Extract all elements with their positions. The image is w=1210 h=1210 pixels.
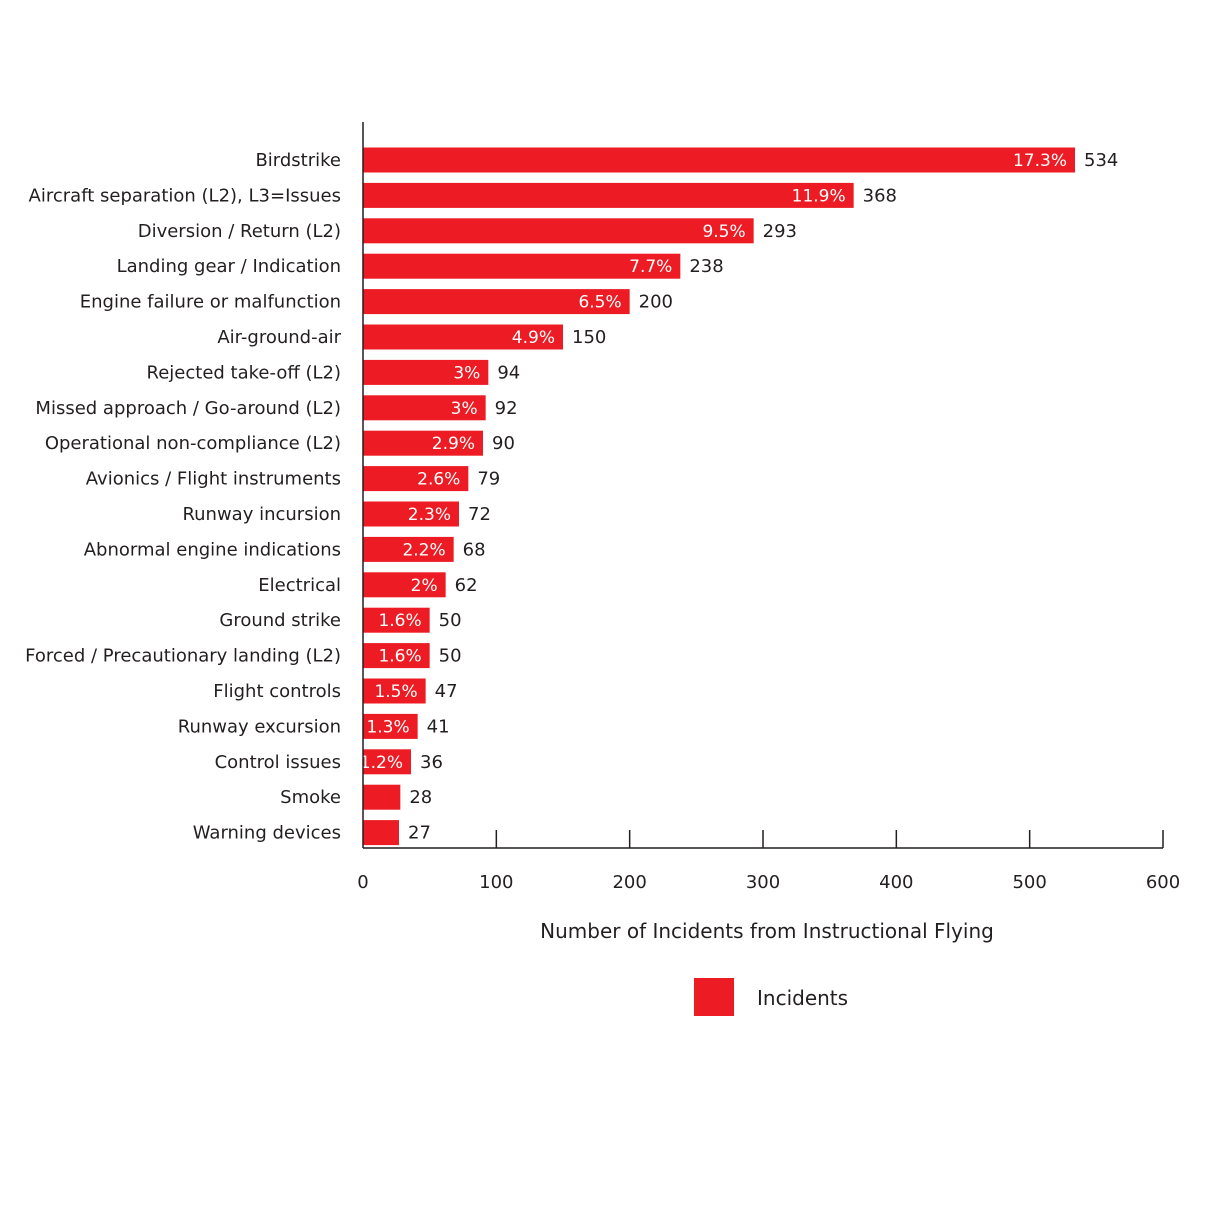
bar xyxy=(363,713,418,739)
value-label: 28 xyxy=(409,787,432,808)
category-label: Ground strike xyxy=(219,610,341,631)
legend: Incidents xyxy=(694,978,848,1016)
value-label: 72 xyxy=(468,504,491,525)
category-label: Operational non-compliance (L2) xyxy=(45,433,341,454)
legend-label: Incidents xyxy=(757,986,848,1010)
category-label: Forced / Precautionary landing (L2) xyxy=(25,646,341,667)
bar xyxy=(363,501,459,527)
percent-label: 9.5% xyxy=(702,222,745,242)
category-label: Control issues xyxy=(215,752,341,773)
percent-label: 2.6% xyxy=(417,470,460,490)
category-label: Runway incursion xyxy=(182,504,341,525)
value-label: 79 xyxy=(477,469,500,490)
percent-label: 1.6% xyxy=(378,611,421,631)
percent-label: 6.5% xyxy=(578,293,621,313)
value-label: 41 xyxy=(427,716,450,737)
bars xyxy=(363,147,1075,846)
percent-label: 1.3% xyxy=(366,717,409,737)
value-label: 90 xyxy=(492,433,515,454)
category-labels: Birdstrike Aircraft separation (L2), L3=I… xyxy=(25,150,341,844)
bar xyxy=(363,784,401,810)
value-label: 50 xyxy=(439,646,462,667)
category-label: Warning devices xyxy=(193,823,341,844)
value-label: 150 xyxy=(572,327,606,348)
x-tick-label: 300 xyxy=(746,872,780,893)
x-tick-label: 100 xyxy=(479,872,513,893)
value-label: 36 xyxy=(420,752,443,773)
bar xyxy=(363,643,430,669)
category-label: Flight controls xyxy=(213,681,341,702)
bar xyxy=(363,289,630,315)
value-label: 94 xyxy=(497,362,520,383)
category-label: Smoke xyxy=(280,787,341,808)
category-label: Missed approach / Go-around (L2) xyxy=(35,398,341,419)
percent-label: 1.5% xyxy=(374,682,417,702)
value-label: 534 xyxy=(1084,150,1118,171)
value-label: 47 xyxy=(435,681,458,702)
value-label: 293 xyxy=(763,221,797,242)
bar xyxy=(363,395,486,421)
bar xyxy=(363,430,483,456)
category-label: Birdstrike xyxy=(255,150,341,171)
percent-label: 2.9% xyxy=(432,434,475,454)
value-label: 68 xyxy=(463,539,486,560)
bar xyxy=(363,253,681,279)
percent-label: 7.7% xyxy=(629,257,672,277)
bar xyxy=(363,218,754,244)
value-label: 62 xyxy=(455,575,478,596)
category-label: Landing gear / Indication xyxy=(117,256,341,277)
x-axis-title: Number of Incidents from Instructional F… xyxy=(540,919,994,943)
category-label: Avionics / Flight instruments xyxy=(86,469,341,490)
bar xyxy=(363,536,454,562)
x-tick-label: 0 xyxy=(357,872,368,893)
percent-label: 2.3% xyxy=(408,505,451,525)
percent-label: 2.2% xyxy=(402,540,445,560)
percent-label: 4.9% xyxy=(512,328,555,348)
percent-label: 2% xyxy=(411,576,438,596)
value-labels: 534 368 293 238 200 150 94 92 90 79 72 68 62 50 50 47 41… xyxy=(408,150,1118,844)
percent-label: 11.9% xyxy=(792,186,846,206)
category-label: Aircraft separation (L2), L3=Issues xyxy=(29,185,341,206)
category-label: Engine failure or malfunction xyxy=(80,292,341,313)
category-label: Abnormal engine indications xyxy=(84,539,341,560)
bar xyxy=(363,749,411,775)
bar xyxy=(363,572,446,598)
x-tick-label: 500 xyxy=(1012,872,1046,893)
value-label: 92 xyxy=(495,398,518,419)
percent-label: 17.3% xyxy=(1013,151,1067,171)
bar xyxy=(363,466,469,492)
bar xyxy=(363,607,430,633)
percent-label: 3% xyxy=(451,399,478,419)
value-label: 200 xyxy=(639,292,673,313)
bar xyxy=(363,182,854,208)
x-tick-label: 400 xyxy=(879,872,913,893)
bar xyxy=(363,147,1075,173)
category-label: Electrical xyxy=(258,575,341,596)
percent-labels: 17.3% 11.9% 9.5% 7.7% 6.5% 4.9% 3% 3% 2.9% 2.6% 2.… xyxy=(360,151,1067,773)
x-axis-ticks: 0 100 200 300 400 500 600 xyxy=(357,830,1180,893)
bar xyxy=(363,324,563,350)
bar xyxy=(363,359,489,385)
legend-swatch xyxy=(694,978,734,1016)
category-label: Diversion / Return (L2) xyxy=(138,221,341,242)
x-tick-label: 200 xyxy=(612,872,646,893)
percent-label: 1.6% xyxy=(378,647,421,667)
bar xyxy=(363,678,426,704)
value-label: 50 xyxy=(439,610,462,631)
value-label: 238 xyxy=(689,256,723,277)
category-label: Air-ground-air xyxy=(217,327,341,348)
category-label: Rejected take-off (L2) xyxy=(147,362,341,383)
value-label: 27 xyxy=(408,823,431,844)
category-label: Runway excursion xyxy=(178,716,341,737)
x-tick-label: 600 xyxy=(1146,872,1180,893)
percent-label: 3% xyxy=(453,363,480,383)
bar xyxy=(363,820,399,846)
value-label: 368 xyxy=(863,185,897,206)
percent-label: 1.2% xyxy=(360,753,403,773)
